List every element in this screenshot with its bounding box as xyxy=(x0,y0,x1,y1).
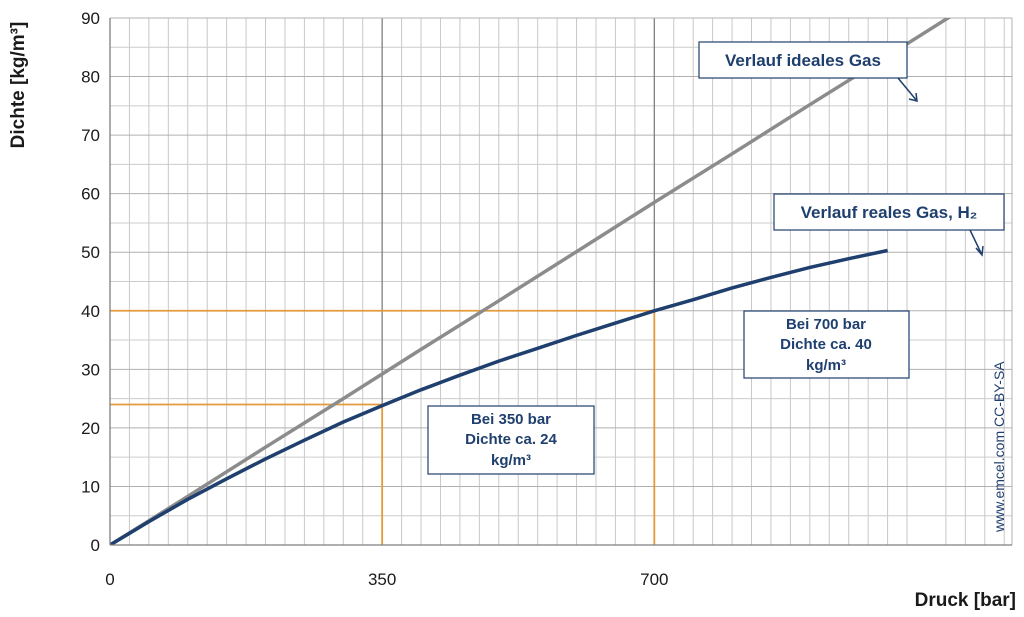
ideal-gas-pointer-arrow xyxy=(897,77,918,102)
callout-700-line-1: Bei 700 bar xyxy=(786,316,866,333)
y-tick-label: 80 xyxy=(81,68,100,87)
callout-700-line-3: kg/m³ xyxy=(806,357,846,374)
y-tick-label: 0 xyxy=(91,536,100,555)
callout-350-box xyxy=(427,405,595,475)
axes xyxy=(109,18,1012,546)
y-axis-title: Dichte [kg/m³] xyxy=(8,22,29,149)
tick-labels: 0 10 20 30 40 50 60 70 80 90 0 350 700 xyxy=(81,9,668,589)
x-tick-label: 350 xyxy=(368,570,396,589)
y-tick-label: 90 xyxy=(81,9,100,28)
callout-350-line-3: kg/m³ xyxy=(491,452,531,469)
callout-700-box xyxy=(743,310,910,379)
reference-lines xyxy=(110,309,656,545)
x-tick-label: 0 xyxy=(105,570,114,589)
y-tick-label: 50 xyxy=(81,243,100,262)
y-tick-label: 40 xyxy=(81,302,100,321)
x-tick-label: 700 xyxy=(640,570,668,589)
callout-350-line-2: Dichte ca. 24 xyxy=(465,431,557,448)
y-tick-label: 70 xyxy=(81,126,100,145)
real-gas-label-box xyxy=(773,193,1005,231)
y-tick-label: 10 xyxy=(81,477,100,496)
real-gas-line xyxy=(110,248,888,545)
ideal-gas-line xyxy=(110,18,952,545)
real-gas-label: Verlauf reales Gas, H₂ xyxy=(773,193,1005,257)
ideal-gas-label-text: Verlauf ideales Gas xyxy=(725,51,881,70)
y-tick-label: 20 xyxy=(81,419,100,438)
ideal-gas-label: Verlauf ideales Gas xyxy=(698,41,918,102)
callout-700-bar: Bei 700 bar Dichte ca. 40 kg/m³ xyxy=(743,310,910,379)
real-gas-pointer-arrow xyxy=(969,229,984,257)
real-gas-label-text: Verlauf reales Gas, H₂ xyxy=(801,203,978,222)
callout-700-line-2: Dichte ca. 40 xyxy=(780,336,872,353)
x-axis-title: Druck [bar] xyxy=(915,590,1016,611)
callout-350-line-1: Bei 350 bar xyxy=(471,411,551,428)
y-tick-label: 60 xyxy=(81,185,100,204)
series-layer xyxy=(110,18,952,545)
callout-350-bar: Bei 350 bar Dichte ca. 24 kg/m³ xyxy=(427,405,595,475)
ideal-gas-label-box xyxy=(698,41,908,79)
y-tick-label: 30 xyxy=(81,360,100,379)
watermark-credit: www.emcel.com CC-BY-SA xyxy=(991,361,1007,533)
